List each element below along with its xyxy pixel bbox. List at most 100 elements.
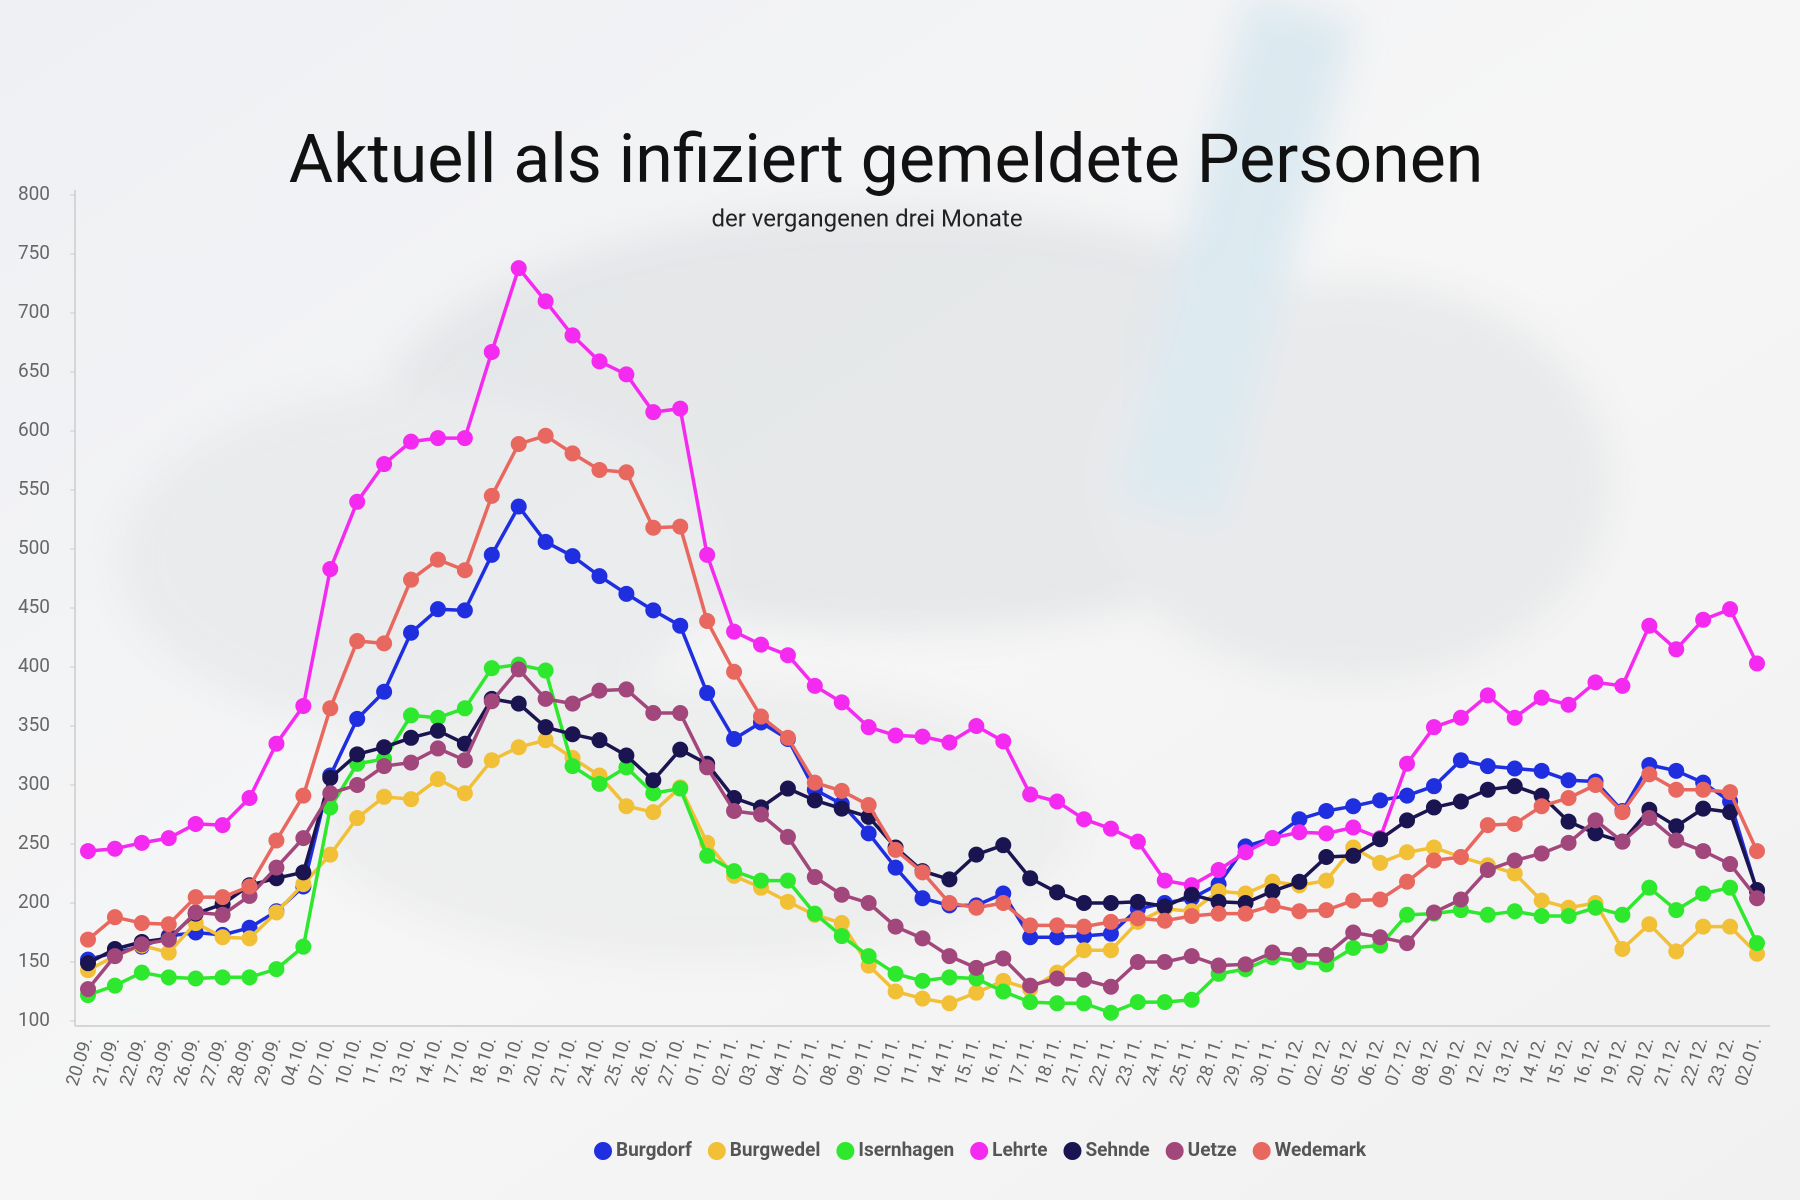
data-point	[941, 969, 958, 986]
data-point	[1049, 884, 1066, 901]
data-point	[376, 788, 393, 805]
data-point	[1641, 766, 1658, 783]
data-point	[1102, 978, 1119, 995]
data-point	[618, 585, 635, 602]
data-point	[1506, 903, 1523, 920]
data-point	[833, 800, 850, 817]
data-point	[483, 546, 500, 563]
data-point	[1210, 905, 1227, 922]
chart-title: Aktuell als infiziert gemeldete Personen	[289, 119, 1484, 199]
data-point	[1399, 873, 1416, 890]
data-point	[1156, 994, 1173, 1011]
data-point	[1318, 802, 1335, 819]
data-point	[645, 772, 662, 789]
data-point	[1560, 834, 1577, 851]
data-point	[591, 461, 608, 478]
data-point	[1399, 906, 1416, 923]
data-point	[214, 889, 231, 906]
data-point	[403, 433, 420, 450]
data-point	[618, 747, 635, 764]
data-point	[1668, 818, 1685, 835]
data-point	[80, 843, 96, 860]
data-point	[1318, 825, 1335, 842]
data-point	[349, 777, 366, 793]
data-point	[1506, 852, 1523, 869]
data-point	[779, 729, 796, 746]
data-point	[941, 948, 958, 965]
data-point	[1560, 789, 1577, 806]
data-point	[995, 837, 1012, 854]
data-point	[941, 734, 958, 751]
data-point	[483, 752, 500, 769]
data-point	[1560, 696, 1577, 713]
legend-marker	[594, 1142, 613, 1160]
data-point	[429, 722, 446, 739]
data-point	[322, 561, 339, 578]
data-point	[1049, 917, 1066, 934]
data-point	[1102, 942, 1119, 959]
data-point	[1264, 944, 1281, 961]
data-point	[645, 404, 662, 421]
data-point	[618, 681, 635, 698]
data-point	[133, 936, 150, 953]
data-point	[1425, 852, 1442, 869]
data-point	[1614, 833, 1631, 850]
data-point	[1425, 778, 1442, 795]
y-tick-label: 100	[18, 1008, 50, 1031]
data-point	[1479, 687, 1496, 704]
data-point	[887, 965, 904, 982]
y-tick-label: 400	[18, 654, 50, 677]
data-point	[349, 810, 366, 827]
data-point	[295, 938, 312, 955]
data-point	[699, 546, 716, 563]
data-point	[591, 775, 608, 792]
data-point	[403, 791, 420, 808]
data-point	[1345, 892, 1362, 909]
data-point	[645, 785, 662, 802]
data-point	[591, 732, 608, 749]
data-point	[1614, 906, 1631, 923]
data-point	[1102, 895, 1119, 911]
data-point	[1264, 883, 1281, 900]
y-tick-label: 600	[18, 418, 50, 441]
data-point	[403, 754, 420, 771]
data-point	[1183, 991, 1200, 1008]
y-tick-label: 350	[18, 713, 50, 736]
data-point	[1695, 611, 1712, 628]
data-point	[160, 969, 177, 986]
data-point	[1291, 903, 1308, 920]
data-point	[726, 863, 743, 880]
data-point	[106, 977, 123, 994]
data-point	[1695, 918, 1712, 935]
data-point	[1102, 913, 1119, 930]
data-point	[806, 774, 823, 791]
data-point	[833, 915, 850, 932]
data-point	[699, 847, 716, 864]
data-point	[887, 841, 904, 858]
data-point	[1614, 804, 1631, 821]
data-point	[779, 828, 796, 845]
y-tick-label: 650	[18, 359, 50, 382]
data-point	[941, 995, 958, 1012]
data-point	[1022, 929, 1039, 946]
data-point	[914, 728, 931, 745]
data-point	[1425, 799, 1442, 816]
data-point	[1076, 971, 1093, 988]
data-point	[1587, 777, 1604, 793]
data-point	[483, 693, 500, 710]
data-point	[1587, 825, 1604, 842]
data-point	[806, 905, 823, 922]
data-point	[914, 890, 931, 907]
data-point	[510, 739, 527, 756]
data-point	[106, 909, 123, 926]
data-point	[995, 895, 1012, 911]
data-point	[456, 785, 473, 802]
data-point	[456, 562, 473, 579]
data-point	[1318, 872, 1335, 889]
data-point	[645, 804, 662, 821]
data-point	[1641, 810, 1658, 827]
series	[80, 427, 1765, 948]
data-point	[80, 981, 96, 998]
data-point	[726, 730, 743, 747]
